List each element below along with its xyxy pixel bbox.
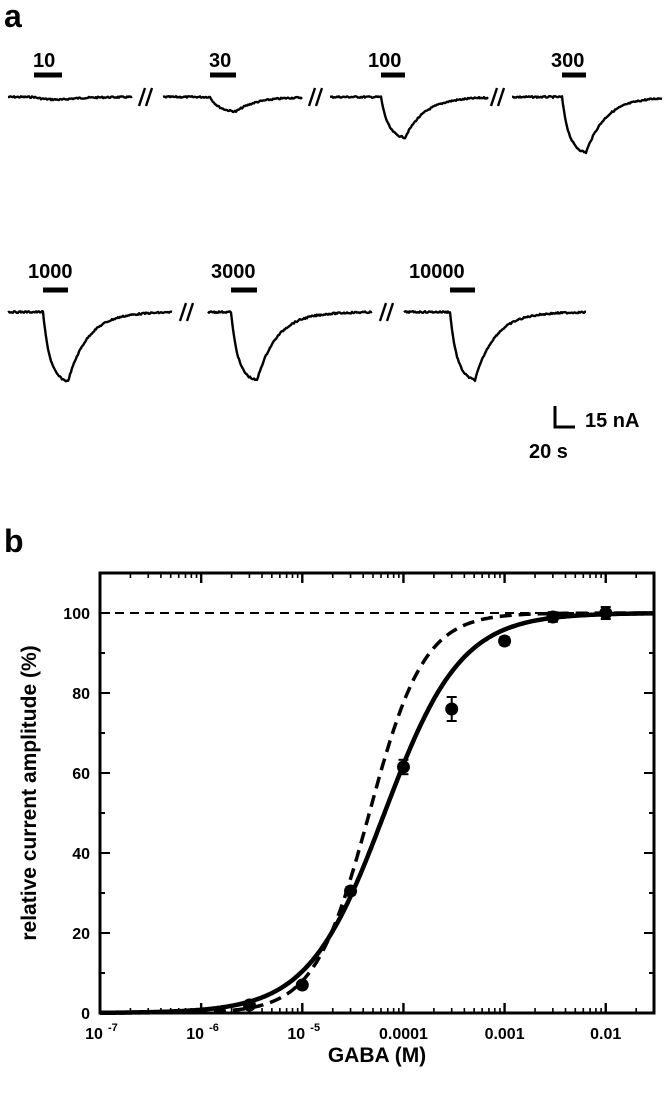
data-point — [396, 758, 410, 776]
y-tick-label: 0 — [81, 1006, 90, 1023]
x-tick-label-exponent: -7 — [108, 1022, 118, 1034]
conc-label-1000: 1000 — [28, 261, 73, 283]
trace-30 — [162, 94, 303, 114]
x-tick-label: 10 — [287, 1026, 305, 1043]
x-tick-label: 0.001 — [485, 1026, 525, 1043]
dose-response-plot: 10 -7 10 -6 10 -5 0.0001 0.001 0.01 0 20 40 60 80 100 — [63, 571, 656, 1043]
y-axis-title: relative current amplitude (%) — [18, 645, 41, 940]
conc-label-10000: 10000 — [409, 261, 465, 283]
conc-label-10: 10 — [33, 50, 55, 72]
data-point — [546, 610, 560, 624]
data-point — [498, 634, 512, 648]
solid-fit-curve — [100, 611, 655, 1016]
fit-curves — [100, 611, 655, 1016]
data-point — [445, 696, 459, 722]
current-traces — [7, 72, 663, 383]
x-tick-label: 10 — [85, 1026, 103, 1043]
conc-label-300: 300 — [551, 50, 584, 72]
axis-break-mark — [489, 87, 506, 107]
axis-break-mark — [307, 87, 324, 107]
axis-ticks — [98, 572, 655, 1014]
x-tick-label-exponent: -6 — [209, 1022, 219, 1034]
y-tick-label: 40 — [72, 846, 90, 863]
data-point — [242, 998, 256, 1012]
axis-break-mark — [378, 302, 395, 322]
conc-label-3000: 3000 — [211, 261, 256, 283]
x-tick-label: 0.0001 — [379, 1026, 428, 1043]
scale-bar: 15 nA 20 s — [529, 406, 639, 463]
data-points — [242, 606, 613, 1012]
y-tick-label: 80 — [72, 686, 90, 703]
y-tick-label: 60 — [72, 766, 90, 783]
data-point — [344, 884, 358, 898]
scale-bar-time-label: 20 s — [529, 441, 568, 463]
axis-break-mark — [178, 302, 195, 322]
tick-labels: 10 -7 10 -6 10 -5 0.0001 0.001 0.01 0 20 40 60 80 100 — [63, 606, 621, 1043]
dashed-fit-curve — [100, 611, 654, 1015]
panel-b-label: b — [4, 523, 24, 559]
plot-frame — [98, 571, 656, 1015]
x-tick-label: 10 — [186, 1026, 204, 1043]
data-point — [295, 978, 309, 992]
trace-10 — [7, 95, 133, 102]
y-tick-label: 20 — [72, 926, 90, 943]
x-tick-label-exponent: -5 — [310, 1022, 320, 1034]
x-tick-label: 0.01 — [590, 1026, 621, 1043]
trace-1000 — [7, 310, 173, 383]
trace-3000 — [207, 310, 373, 382]
x-axis-title: GABA (M) — [328, 1044, 426, 1067]
axis-break-mark — [137, 87, 154, 107]
y-tick-label: 100 — [63, 606, 90, 623]
scale-bar-current-label: 15 nA — [585, 410, 639, 432]
trace-100 — [329, 95, 489, 140]
trace-300 — [511, 94, 663, 155]
panel-a-label: a — [4, 0, 22, 34]
trace-10000 — [403, 310, 587, 382]
conc-label-100: 100 — [368, 50, 401, 72]
data-point — [599, 606, 613, 620]
conc-label-30: 30 — [209, 50, 231, 72]
